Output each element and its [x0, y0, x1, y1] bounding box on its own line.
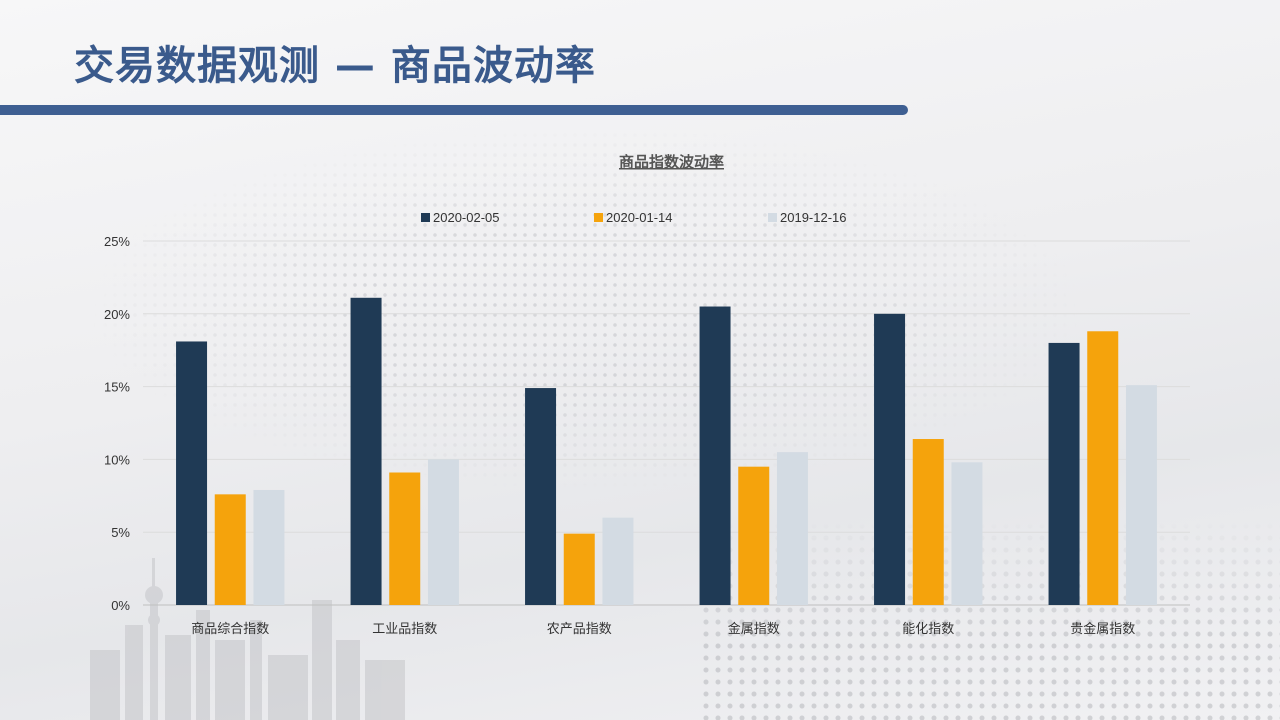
bar [776, 452, 808, 605]
y-tick-label: 25% [104, 234, 130, 249]
bar [389, 472, 421, 605]
legend-swatch [594, 213, 603, 222]
bar [253, 489, 285, 605]
legend-swatch [768, 213, 777, 222]
x-tick-label: 金属指数 [728, 621, 780, 636]
background-world-map-dots [90, 110, 1190, 550]
bar [602, 517, 634, 605]
background-city-skyline [90, 558, 405, 720]
legend-swatch [421, 213, 430, 222]
x-tick-label: 商品综合指数 [191, 621, 269, 636]
bar [214, 494, 246, 605]
y-tick-label: 0% [111, 598, 130, 613]
x-tick-label: 贵金属指数 [1070, 621, 1135, 636]
title-underline-bar [0, 105, 908, 115]
bar [563, 533, 595, 605]
bar [874, 313, 906, 605]
x-tick-label: 能化指数 [902, 621, 954, 636]
chart-title: 商品指数波动率 [619, 153, 724, 171]
legend-label: 2020-01-14 [606, 210, 673, 225]
x-tick-label: 工业品指数 [372, 621, 437, 636]
bar [912, 439, 944, 605]
legend-label: 2020-02-05 [433, 210, 500, 225]
bar [1087, 331, 1119, 605]
bar [525, 388, 557, 605]
y-tick-label: 5% [111, 525, 130, 540]
y-tick-label: 10% [104, 452, 130, 467]
bar [176, 341, 208, 605]
y-tick-label: 20% [104, 307, 130, 322]
bar [1048, 342, 1080, 605]
bar [427, 459, 459, 605]
bar [1125, 385, 1157, 605]
y-tick-label: 15% [104, 380, 130, 395]
bar [350, 297, 382, 605]
bar [699, 306, 731, 605]
bar [738, 466, 770, 605]
legend-label: 2019-12-16 [780, 210, 847, 225]
x-tick-label: 农产品指数 [547, 621, 612, 636]
bar [951, 462, 983, 605]
slide-title: 交易数据观测 — 商品波动率 [74, 43, 596, 89]
